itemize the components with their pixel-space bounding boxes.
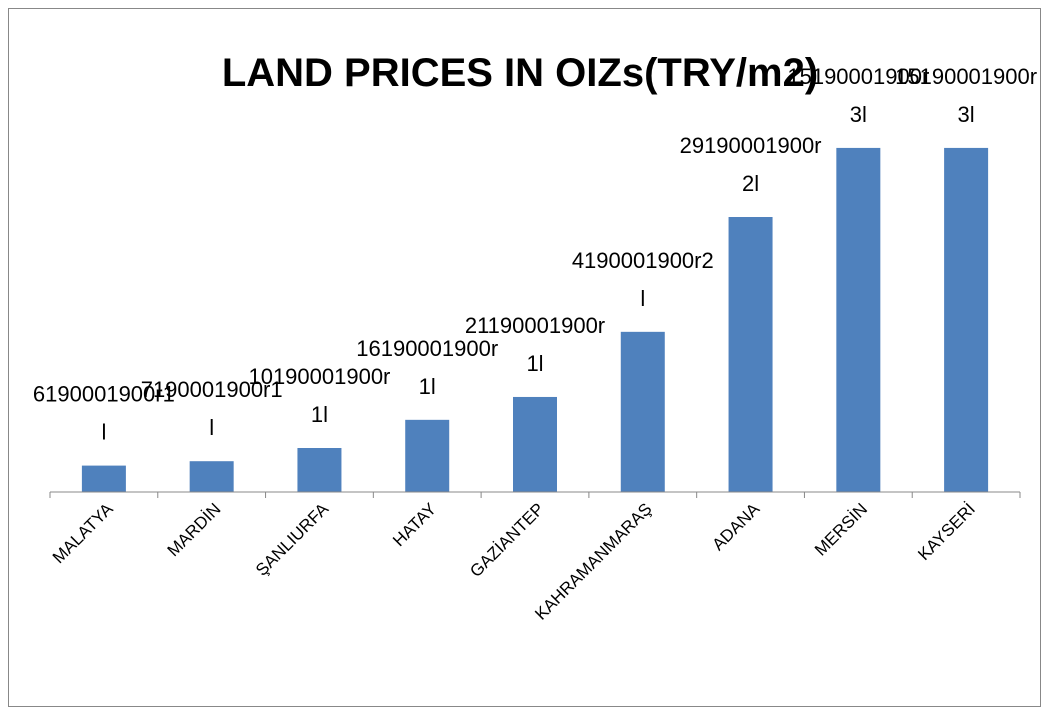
bar xyxy=(620,331,665,492)
data-label: l xyxy=(640,286,645,311)
bar xyxy=(189,461,234,492)
data-label: 29190001900r xyxy=(680,133,822,158)
bar xyxy=(836,147,881,493)
bar xyxy=(297,448,342,492)
data-label: l xyxy=(209,415,214,440)
chart-border xyxy=(8,8,1041,707)
data-label: 1l xyxy=(419,374,436,399)
data-label: 2l xyxy=(742,171,759,196)
data-label: 6190001900r1 xyxy=(33,382,175,407)
data-label: 1l xyxy=(526,351,543,376)
data-label: 21190001900r xyxy=(465,313,605,338)
bar xyxy=(944,147,989,493)
data-label: 16190001900r xyxy=(356,336,498,361)
bar xyxy=(728,217,773,492)
bar xyxy=(513,396,557,492)
data-label: l xyxy=(101,420,106,445)
data-label: 15190001900r xyxy=(787,64,929,89)
data-label: 10190001900r xyxy=(248,364,390,389)
data-label: 15190001900r xyxy=(895,64,1037,89)
data-label: 7190001900r1 xyxy=(141,377,283,402)
bar xyxy=(81,465,126,492)
data-label: 3l xyxy=(850,102,867,127)
data-label: 1l xyxy=(311,402,328,427)
bar xyxy=(405,419,450,492)
data-label: 3l xyxy=(958,102,975,127)
data-label: 4190001900r2 xyxy=(572,248,714,273)
chart-title: LAND PRICES IN OIZs(TRY/m2) xyxy=(222,51,818,95)
